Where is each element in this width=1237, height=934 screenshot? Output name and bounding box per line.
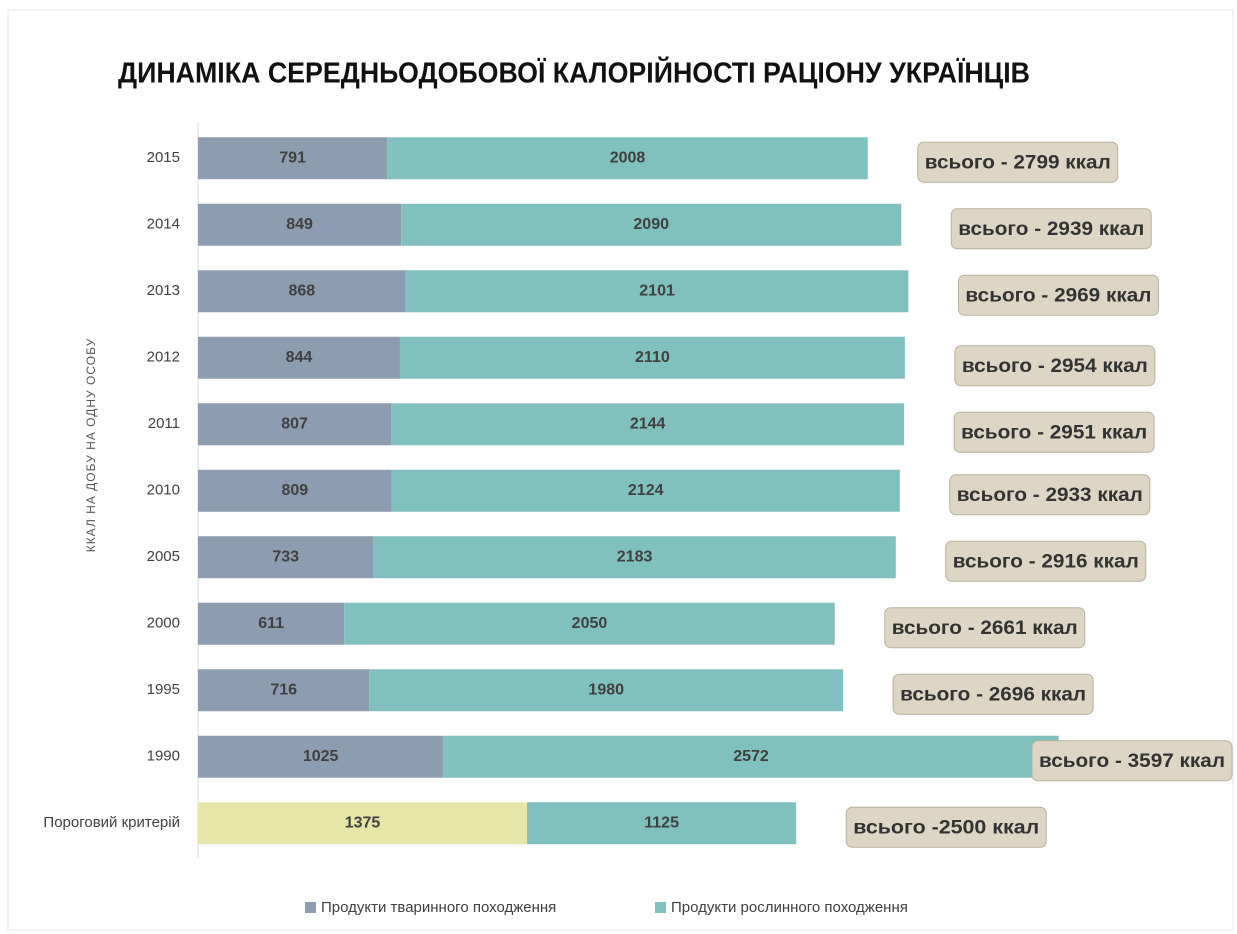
y-tick-label: 2014 (147, 216, 180, 233)
legend-label: Продукти рослинного походження (671, 899, 908, 916)
annotation-box (957, 274, 1159, 316)
bar-segment (373, 536, 896, 579)
annotation-box (892, 673, 1094, 715)
bar-segment (401, 203, 902, 246)
data-label: 611 (258, 615, 284, 632)
data-label: 2050 (572, 615, 608, 632)
bar-segment (387, 137, 868, 180)
annotation-box (884, 607, 1086, 649)
y-tick-label: 1990 (147, 748, 180, 765)
data-label: 809 (281, 482, 308, 499)
annotation: всього - 2939 ккал (958, 219, 1144, 240)
annotation-box (950, 208, 1152, 250)
annotation-box (954, 345, 1156, 387)
data-label: 791 (279, 149, 306, 166)
bar-segment (399, 336, 905, 379)
annotation: всього - 2916 ккал (953, 551, 1139, 572)
chart-title: ДИНАМІКА СЕРЕДНЬОДОБОВОЇ КАЛОРІЙНОСТІ РА… (118, 56, 1030, 90)
legend-swatch (305, 902, 316, 913)
bar-segment (369, 669, 844, 712)
data-label: 2110 (635, 349, 670, 366)
legend-swatch (655, 902, 666, 913)
annotation: всього - 2969 ккал (965, 285, 1151, 306)
bar-segment (198, 802, 528, 845)
data-label: 2144 (630, 415, 666, 432)
data-label: 733 (272, 548, 299, 565)
annotation: всього - 2933 ккал (957, 485, 1143, 506)
bar-segment (198, 602, 345, 645)
bar-segment (198, 469, 392, 512)
y-tick-label: 2010 (147, 482, 180, 499)
annotation: всього - 2951 ккал (961, 422, 1147, 443)
data-label: 2183 (617, 548, 653, 565)
bar-segment (198, 336, 400, 379)
bar-segment (405, 270, 909, 313)
data-label: 2008 (610, 149, 646, 166)
annotation: всього - 2696 ккал (900, 684, 1086, 705)
data-label: 2101 (639, 282, 675, 299)
annotation-box (917, 141, 1119, 183)
annotation-box (949, 474, 1151, 516)
annotation-box (845, 806, 1047, 848)
y-tick-label: 2012 (147, 349, 180, 366)
data-label: 1125 (644, 814, 679, 831)
data-label: 716 (270, 681, 297, 698)
y-tick-label: 2015 (147, 149, 180, 166)
y-tick-label: 2013 (147, 282, 180, 299)
bar-segment (198, 203, 402, 246)
data-label: 844 (286, 349, 313, 366)
legend-label: Продукти тваринного походження (321, 899, 556, 916)
data-label: 1025 (303, 748, 339, 765)
bar-segment (198, 270, 406, 313)
y-tick-label: 2005 (147, 548, 180, 565)
annotation: всього - 3597 ккал (1039, 751, 1225, 772)
data-label: 2572 (733, 748, 769, 765)
annotation: всього - 2954 ккал (962, 356, 1148, 377)
bar-segment (344, 602, 835, 645)
bar-segment (198, 536, 374, 579)
bar-segment (391, 403, 905, 446)
data-label: 849 (286, 216, 313, 233)
y-tick-label: 1995 (147, 681, 180, 698)
bar-segment (391, 469, 900, 512)
data-label: 2124 (628, 482, 664, 499)
bar-segment (443, 735, 1059, 778)
annotation: всього - 2661 ккал (892, 618, 1078, 639)
y-tick-label: Пороговий критерій (43, 814, 180, 831)
bar-segment (527, 802, 797, 845)
annotation-box (1031, 740, 1233, 782)
data-label: 868 (288, 282, 315, 299)
bar-segment (198, 403, 392, 446)
data-label: 807 (281, 415, 308, 432)
y-tick-label: 2011 (148, 415, 180, 432)
bar-segment (198, 137, 388, 180)
annotation-box (945, 540, 1147, 582)
bar-segment (198, 669, 370, 712)
y-tick-label: 2000 (147, 615, 180, 632)
annotation-box (953, 411, 1155, 453)
y-axis-label: ККАЛ НА ДОБУ НА ОДНУ ОСОБУ (84, 338, 98, 553)
data-label: 2090 (633, 216, 669, 233)
annotation: всього - 2799 ккал (925, 152, 1111, 173)
annotation: всього -2500 ккал (853, 817, 1039, 838)
bar-segment (198, 735, 444, 778)
data-label: 1980 (588, 681, 624, 698)
data-label: 1375 (345, 814, 381, 831)
